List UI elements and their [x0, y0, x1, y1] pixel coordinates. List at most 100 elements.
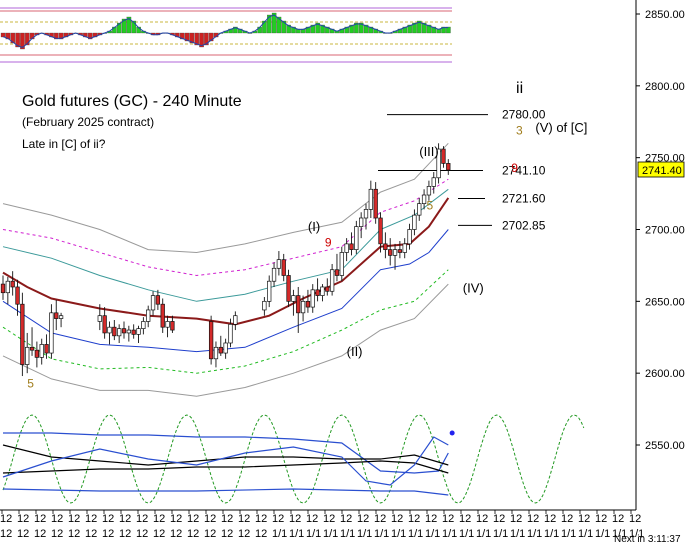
candle: [305, 289, 311, 313]
candle: [412, 209, 417, 236]
candle-body: [388, 249, 393, 256]
x-tick-label: 1/1: [595, 528, 610, 540]
x-tick-label: 1/1: [340, 528, 355, 540]
cycle-pane: [2, 414, 585, 504]
candle-body: [107, 326, 112, 334]
band-outer-upper: [2, 142, 449, 254]
candle-body: [0, 283, 6, 294]
candle: [228, 318, 233, 348]
candle-body: [267, 280, 272, 302]
candle: [10, 271, 15, 296]
candle: [300, 295, 306, 322]
x-tick-label: 12: [119, 513, 131, 525]
candle: [15, 279, 20, 316]
wave-label: 9: [511, 161, 518, 175]
candle-body: [25, 346, 30, 365]
candle: [131, 324, 136, 339]
y-tick-label: 2550.00: [645, 440, 685, 452]
candle-body: [300, 300, 306, 314]
osc-bar: [25, 32, 30, 46]
x-tick-label: 12: [357, 513, 369, 525]
x-tick-label: 12: [544, 513, 556, 525]
y-tick-label: 2650.00: [645, 296, 685, 308]
x-tick-label: 12: [102, 513, 114, 525]
cycle-marker: [449, 430, 455, 436]
candle-body: [329, 269, 335, 292]
x-tick-label: 12: [561, 513, 573, 525]
x-tick-label: 1/1: [289, 528, 304, 540]
candle: [276, 251, 282, 276]
level-label: 2721.60: [502, 191, 546, 205]
candle: [339, 246, 344, 282]
candle: [58, 312, 64, 328]
chart-note: Late in [C] of ii?: [22, 137, 106, 151]
band-outer-lower: [2, 283, 449, 397]
candle-body: [426, 186, 432, 196]
osc-bar: [208, 32, 214, 42]
candle: [44, 334, 49, 359]
candle: [421, 189, 427, 210]
candle-body: [165, 321, 170, 328]
osc-bar: [305, 26, 311, 34]
y-tick-label: 2850.00: [645, 9, 685, 21]
candle-body: [421, 194, 427, 204]
candle: [20, 292, 25, 377]
x-tick-label: 12: [170, 528, 182, 540]
candle: [160, 298, 165, 333]
x-tick-label: 12: [408, 513, 420, 525]
cycle-wave: [2, 414, 585, 504]
osc-bar: [199, 32, 204, 48]
candle-body: [417, 203, 422, 216]
wave-label: ii: [516, 80, 523, 97]
x-tick-label: 1/1: [561, 528, 576, 540]
candle-body: [218, 346, 223, 354]
x-tick-label: 1/1: [408, 528, 423, 540]
candle: [349, 232, 354, 256]
wave-label: (I): [308, 219, 320, 234]
x-tick-label: 12: [85, 513, 97, 525]
candle-body: [141, 321, 146, 329]
osc-signal-line: [2, 14, 449, 48]
candle-body: [150, 295, 156, 311]
x-tick-label: 1/1: [306, 528, 321, 540]
osc-bar: [194, 32, 199, 46]
x-tick-label: 1/1: [510, 528, 525, 540]
candle: [271, 262, 277, 287]
candle-body: [412, 214, 417, 230]
current-price-label: 2741.40: [642, 165, 682, 177]
candle-body: [146, 309, 151, 322]
cycle-line-black-a: [2, 444, 449, 466]
x-tick-label: 1/1: [374, 528, 389, 540]
candle-body: [97, 315, 102, 322]
candle: [320, 284, 325, 302]
x-tick-label: 12: [221, 528, 233, 540]
candle-body: [431, 177, 436, 187]
osc-bar: [233, 26, 238, 34]
x-tick-label: 1/1: [578, 528, 593, 540]
candle-body: [407, 229, 412, 245]
x-tick-label: 12: [17, 513, 29, 525]
candle: [29, 327, 35, 356]
candle: [354, 220, 359, 254]
candle: [165, 315, 170, 338]
candle-body: [354, 226, 359, 250]
wave-label: 3: [516, 124, 523, 138]
candle: [315, 278, 320, 302]
x-tick-label: 12: [272, 513, 284, 525]
wave-label: 9: [325, 236, 332, 250]
osc-bar: [349, 24, 354, 34]
osc-bar: [131, 20, 137, 34]
candle-body: [102, 315, 107, 334]
candle-body: [296, 295, 301, 314]
x-tick-label: 12: [204, 513, 216, 525]
x-tick-label: 1/1: [493, 528, 508, 540]
candle-body: [392, 249, 398, 256]
x-tick-label: 1/1: [612, 528, 627, 540]
x-tick-label: 12: [510, 513, 522, 525]
candles: [0, 143, 451, 377]
osc-bar: [402, 26, 408, 34]
x-tick-label: 12: [187, 513, 199, 525]
osc-bar: [441, 26, 446, 34]
